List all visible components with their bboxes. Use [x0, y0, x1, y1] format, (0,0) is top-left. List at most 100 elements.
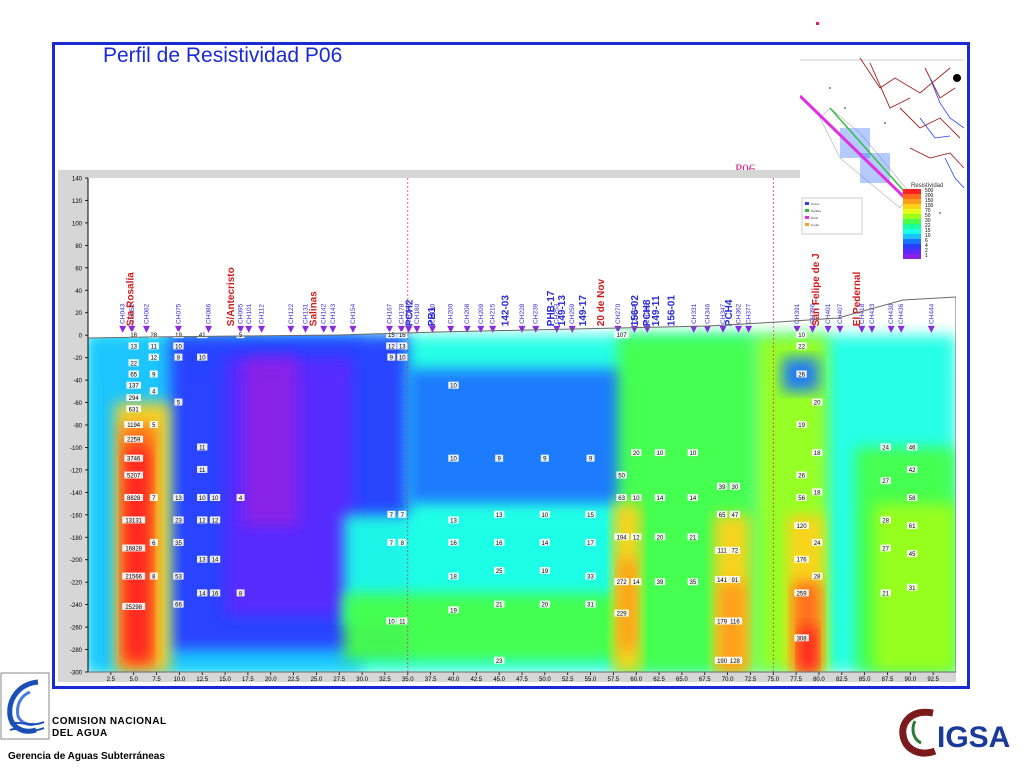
value-bg [796, 471, 807, 479]
well-label: CH407 [837, 303, 844, 324]
value-label: 2259 [127, 438, 141, 444]
department-name: Gerencia de Aguas Subterráneas [8, 751, 165, 762]
value-bg [794, 522, 809, 530]
value-bg [614, 533, 629, 541]
legend-label: 100 [925, 203, 934, 209]
x-tick-label: 5.0 [130, 677, 139, 682]
x-tick-label: 92.5 [927, 677, 939, 682]
value-label: 107 [617, 333, 628, 339]
legend-label: 50 [925, 213, 931, 219]
y-tick-label: -160 [70, 513, 83, 519]
value-label: 9 [152, 372, 156, 378]
legend-label: 4 [925, 243, 928, 249]
value-bg [654, 578, 666, 586]
y-tick-label: -20 [73, 356, 82, 362]
value-label: 53 [175, 575, 182, 581]
value-label: 16828 [125, 547, 142, 553]
value-bg [585, 538, 596, 546]
value-label: 10 [175, 344, 182, 350]
x-tick-label: 82.5 [836, 677, 848, 682]
value-bg [209, 555, 221, 563]
value-label: 14 [657, 496, 664, 502]
x-tick-label: 65.0 [676, 677, 688, 682]
well-marker [428, 325, 436, 333]
well-label: CH396 [810, 303, 817, 324]
value-label: 229 [617, 612, 628, 618]
well-label: CH062 [143, 303, 150, 324]
value-label: 28 [814, 575, 821, 581]
well-label: CH190 [429, 303, 436, 324]
well-label: CH286 [644, 303, 651, 324]
well-label: CH122 [288, 303, 295, 324]
value-bg [631, 449, 642, 457]
value-bg [173, 331, 184, 339]
value-bg [687, 578, 699, 586]
y-tick-label: 40 [75, 289, 82, 295]
value-bg [880, 589, 891, 597]
well-marker [824, 325, 832, 333]
well-label: CH095 [238, 303, 245, 324]
legend-item: 1 [903, 254, 963, 259]
value-bg [197, 443, 208, 451]
value-label: 120 [797, 524, 808, 530]
value-bg [387, 353, 396, 361]
value-bg [448, 454, 459, 462]
value-bg [729, 510, 741, 518]
value-bg [124, 471, 144, 479]
well-label: CH208 [464, 303, 471, 324]
value-bg [654, 533, 666, 541]
x-tick-label: 12.5 [196, 677, 208, 682]
value-bg [880, 443, 891, 451]
value-bg [149, 493, 158, 501]
place-label: 149-17 [578, 295, 589, 327]
well-label: CH180 [414, 303, 421, 324]
value-label: 631 [129, 407, 140, 413]
value-bg [906, 443, 918, 451]
legend-swatch [903, 189, 921, 194]
y-tick-label: -180 [70, 536, 83, 542]
value-label: 9 [497, 457, 501, 463]
place-label: Salinas [308, 291, 319, 326]
well-label: CH418 [859, 303, 866, 324]
value-label: 42 [909, 468, 916, 474]
value-label: 9 [390, 356, 394, 362]
well-label: CH239 [533, 303, 540, 324]
value-label: 10 [199, 356, 206, 362]
x-tick-label: 77.5 [790, 677, 802, 682]
x-tick-label: 25.0 [311, 677, 323, 682]
place-label: 156-02 [630, 295, 641, 327]
value-bg [209, 516, 221, 524]
value-label: 39 [719, 485, 726, 491]
value-bg [149, 538, 158, 546]
value-label: 27 [882, 547, 889, 553]
resistivity-surface [88, 335, 956, 672]
y-tick-label: -60 [73, 401, 82, 407]
y-tick-label: -100 [70, 446, 83, 452]
well-label: CH401 [825, 303, 832, 324]
value-label: 14 [212, 558, 219, 564]
x-tick-label: 55.0 [585, 677, 597, 682]
value-label: 14 [199, 591, 206, 597]
value-bg [173, 342, 184, 350]
value-bg [148, 353, 159, 361]
x-tick-label: 30.0 [356, 677, 368, 682]
legend-swatch [903, 229, 921, 234]
value-bg [714, 546, 730, 554]
well-label: CH436 [898, 303, 905, 324]
well-marker [397, 325, 405, 333]
value-bg [585, 510, 596, 518]
value-bg [794, 634, 809, 642]
value-label: 18 [450, 575, 457, 581]
place-label: PB1 [427, 306, 438, 326]
value-label: 11 [399, 619, 406, 625]
value-bg [197, 465, 208, 473]
well-label: CH209 [478, 303, 485, 324]
value-bg [397, 342, 408, 350]
legend-swatch [903, 219, 921, 224]
legend-swatch [903, 239, 921, 244]
well-marker [349, 325, 357, 333]
x-tick-label: 57.5 [608, 677, 620, 682]
y-tick-label: 0 [79, 334, 83, 340]
value-bg [148, 331, 159, 339]
well-marker [927, 325, 935, 333]
